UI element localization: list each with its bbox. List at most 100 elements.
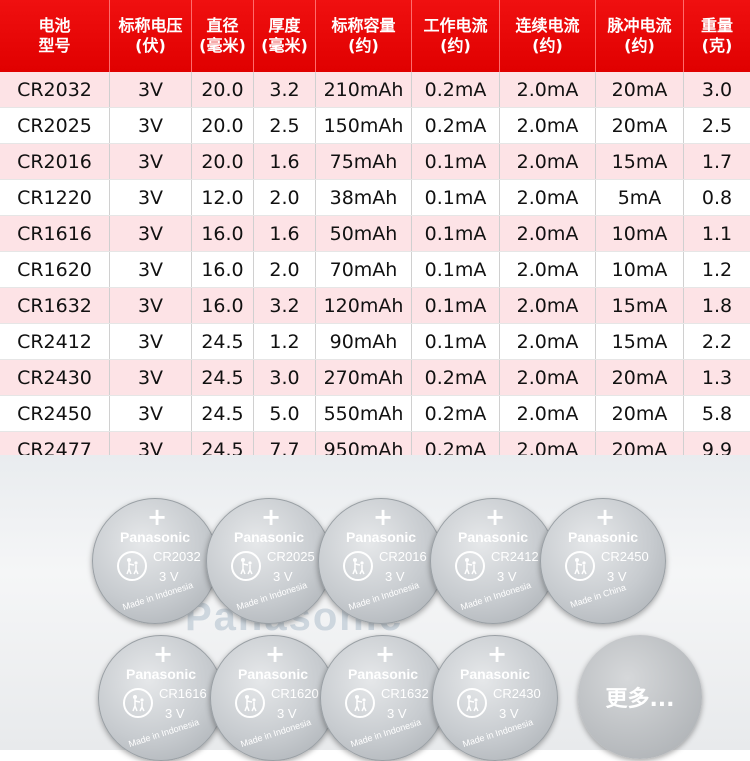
table-cell: 38mAh bbox=[316, 180, 412, 215]
table-cell: 24.5 bbox=[192, 324, 254, 359]
table-cell: 1.6 bbox=[254, 144, 316, 179]
table-cell: 0.1mA bbox=[412, 252, 500, 287]
coin-battery: + Panasonic CR2032 3 V Made in Indonesia bbox=[92, 498, 218, 624]
table-row: CR2032 3V 20.0 3.2 210mAh 0.2mA 2.0mA 20mA 3.0 bbox=[0, 72, 750, 108]
table-cell: 2.5 bbox=[701, 114, 733, 137]
battery-model: CR2025 bbox=[267, 549, 315, 564]
table-row: CR2016 3V 20.0 1.6 75mAh 0.1mA 2.0mA 15mA 1.7 bbox=[0, 144, 750, 180]
table-cell: 210mAh bbox=[316, 72, 412, 107]
header-cell: 直径 (毫米) bbox=[192, 0, 254, 72]
table-cell: 20mA bbox=[596, 72, 684, 107]
plus-icon: + bbox=[153, 640, 174, 668]
table-cell: 10mA bbox=[596, 216, 684, 251]
table-row: CR1616 3V 16.0 1.6 50mAh 0.1mA 2.0mA 10mA 1.1 bbox=[0, 216, 750, 252]
made-in-label: Made in Indonesia bbox=[121, 579, 195, 613]
made-in-label: Made in China bbox=[568, 582, 628, 610]
battery-brand: Panasonic bbox=[233, 529, 305, 545]
made-in-label: Made in Indonesia bbox=[235, 579, 309, 613]
battery-brand: Panasonic bbox=[459, 666, 531, 682]
table-cell: 3V bbox=[110, 396, 192, 431]
header-cell: 标称电压 (伏) bbox=[110, 0, 192, 72]
model-cell: CR1220 bbox=[0, 180, 110, 215]
table-cell: 1.1 bbox=[701, 222, 733, 245]
table-cell: 2.0mA bbox=[500, 288, 596, 323]
table-cell: 0.2mA bbox=[412, 360, 500, 395]
table-cell: 16.0 bbox=[192, 288, 254, 323]
table-cell: 150mAh bbox=[316, 108, 412, 143]
battery-voltage: 3 V bbox=[385, 569, 405, 584]
table-cell: 0.1mA bbox=[412, 288, 500, 323]
table-cell: 16.0 bbox=[192, 252, 254, 287]
made-in-label: Made in Indonesia bbox=[239, 716, 313, 750]
table-cell: 1.3 bbox=[701, 366, 733, 389]
battery-model: CR2412 bbox=[491, 549, 539, 564]
table-cell: 550mAh bbox=[316, 396, 412, 431]
table-cell: 0.1mA bbox=[412, 216, 500, 251]
table-cell: 2.0mA bbox=[500, 396, 596, 431]
plus-icon: + bbox=[265, 640, 286, 668]
table-cell: 2.0mA bbox=[500, 72, 596, 107]
child-safety-icon bbox=[565, 551, 595, 581]
battery-voltage: 3 V bbox=[387, 706, 407, 721]
table-cell: 2.5 bbox=[254, 108, 316, 143]
battery-brand: Panasonic bbox=[567, 529, 639, 545]
table-cell: 3.2 bbox=[254, 72, 316, 107]
model-cell: CR1616 bbox=[0, 216, 110, 251]
table-row: CR2430 3V 24.5 3.0 270mAh 0.2mA 2.0mA 20mA 1.3 bbox=[0, 360, 750, 396]
header-cell: 脉冲电流 (约) bbox=[596, 0, 684, 72]
battery-voltage: 3 V bbox=[165, 706, 185, 721]
table-cell: 0.2mA bbox=[412, 72, 500, 107]
model-cell: CR2032 bbox=[0, 72, 110, 107]
battery-model: CR2016 bbox=[379, 549, 427, 564]
table-cell: 2.0mA bbox=[500, 144, 596, 179]
table-cell: 2.0 bbox=[254, 252, 316, 287]
table-cell: 10mA bbox=[596, 252, 684, 287]
made-in-label: Made in Indonesia bbox=[349, 716, 423, 750]
table-cell: 20.0 bbox=[192, 72, 254, 107]
plus-icon: + bbox=[147, 503, 168, 531]
table-cell: 3V bbox=[110, 144, 192, 179]
table-cell: 2.0 bbox=[254, 180, 316, 215]
header-cell: 重量 (克) bbox=[700, 16, 733, 55]
model-cell: CR2025 bbox=[0, 108, 110, 143]
table-cell: 5mA bbox=[596, 180, 684, 215]
table-row: CR1620 3V 16.0 2.0 70mAh 0.1mA 2.0mA 10mA 1.2 bbox=[0, 252, 750, 288]
coin-battery: + Panasonic CR2025 3 V Made in Indonesia bbox=[206, 498, 332, 624]
table-cell: 3V bbox=[110, 252, 192, 287]
table-cell: 50mAh bbox=[316, 216, 412, 251]
table-cell: 70mAh bbox=[316, 252, 412, 287]
child-safety-icon bbox=[235, 688, 265, 718]
battery-brand: Panasonic bbox=[347, 666, 419, 682]
table-cell: 5.8 bbox=[701, 402, 733, 425]
battery-brand: Panasonic bbox=[119, 529, 191, 545]
battery-voltage: 3 V bbox=[607, 569, 627, 584]
table-cell: 270mAh bbox=[316, 360, 412, 395]
model-cell: CR1632 bbox=[0, 288, 110, 323]
coin-battery: + Panasonic CR1616 3 V Made in Indonesia bbox=[98, 635, 224, 761]
more-button[interactable]: 更多... bbox=[578, 635, 702, 759]
made-in-label: Made in Indonesia bbox=[347, 579, 421, 613]
battery-model: CR1616 bbox=[159, 686, 207, 701]
model-cell: CR1620 bbox=[0, 252, 110, 287]
plus-icon: + bbox=[595, 503, 616, 531]
battery-model: CR2450 bbox=[601, 549, 649, 564]
table-cell: 0.2mA bbox=[412, 396, 500, 431]
table-cell: 1.7 bbox=[701, 150, 733, 173]
battery-model: CR1620 bbox=[271, 686, 319, 701]
battery-brand: Panasonic bbox=[237, 666, 309, 682]
table-cell: 2.0mA bbox=[500, 180, 596, 215]
table-cell: 2.0mA bbox=[500, 216, 596, 251]
table-cell: 3V bbox=[110, 180, 192, 215]
table-cell: 3.2 bbox=[254, 288, 316, 323]
table-row: CR2412 3V 24.5 1.2 90mAh 0.1mA 2.0mA 15mA 2.2 bbox=[0, 324, 750, 360]
table-cell: 3V bbox=[110, 324, 192, 359]
battery-model: CR1632 bbox=[381, 686, 429, 701]
table-cell: 0.1mA bbox=[412, 180, 500, 215]
table-cell: 24.5 bbox=[192, 396, 254, 431]
table-cell: 2.0mA bbox=[500, 324, 596, 359]
table-cell: 15mA bbox=[596, 144, 684, 179]
plus-icon: + bbox=[261, 503, 282, 531]
table-cell: 3.0 bbox=[701, 78, 733, 101]
plus-icon: + bbox=[375, 640, 396, 668]
child-safety-icon bbox=[455, 551, 485, 581]
